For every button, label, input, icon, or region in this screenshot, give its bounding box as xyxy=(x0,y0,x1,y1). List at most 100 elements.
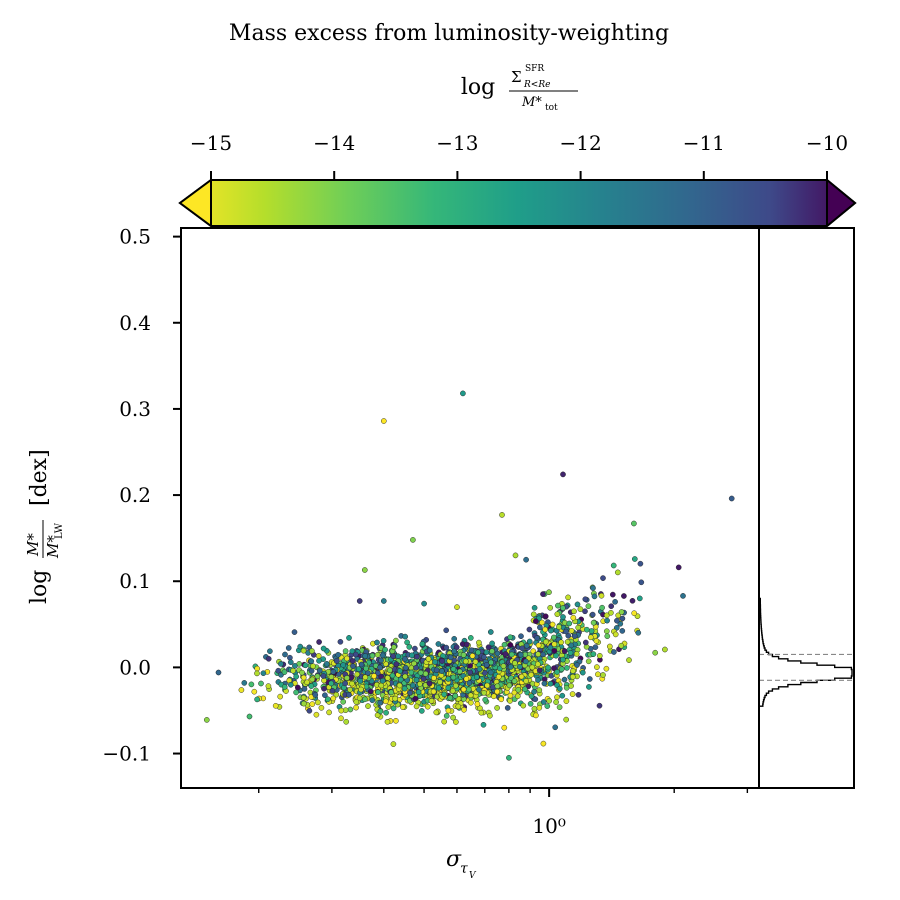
scatter-point xyxy=(467,635,474,641)
scatter-point xyxy=(594,664,600,670)
scatter-point xyxy=(582,639,589,646)
scatter-point xyxy=(407,689,413,696)
scatter-point xyxy=(402,673,408,680)
scatter-axes: −0.1 0.0 0.1 0.2 0.3 0.4 0.5 10⁰ xyxy=(102,225,760,838)
y-tick-label: −0.1 xyxy=(102,742,151,766)
scatter-point xyxy=(568,683,574,689)
scatter-point xyxy=(404,639,410,646)
scatter-point xyxy=(518,633,524,640)
scatter-point xyxy=(369,697,376,704)
scatter-point xyxy=(287,659,294,666)
scatter-point xyxy=(382,698,389,705)
colorbar-tick-label: −15 xyxy=(190,131,232,155)
scatter-point xyxy=(374,712,381,719)
scatter-point xyxy=(300,694,307,701)
scatter-point xyxy=(500,663,507,669)
scatter-point xyxy=(390,741,397,747)
scatter-point xyxy=(461,706,467,713)
scatter-point xyxy=(441,718,448,725)
scatter-point xyxy=(316,667,323,674)
scatter-point xyxy=(402,664,409,671)
scatter-point xyxy=(526,638,533,645)
scatter-point xyxy=(362,674,369,681)
scatter-point xyxy=(522,686,528,693)
scatter-point xyxy=(507,664,514,670)
scatter-point xyxy=(258,680,264,687)
scatter-point xyxy=(494,650,501,657)
y-axis-label-den: M* xyxy=(44,535,62,559)
scatter-point xyxy=(554,694,560,701)
scatter-point xyxy=(291,629,298,635)
scatter-point xyxy=(330,695,337,702)
scatter-point xyxy=(304,679,310,686)
scatter-point xyxy=(380,637,387,644)
scatter-point xyxy=(412,645,418,652)
scatter-point xyxy=(626,657,632,663)
scatter-point xyxy=(548,627,554,634)
scatter-point xyxy=(396,682,403,689)
scatter-point xyxy=(568,627,575,634)
histogram-steps xyxy=(759,597,853,707)
colorbar-tick-label: −11 xyxy=(683,131,725,155)
scatter-point xyxy=(418,708,425,714)
scatter-point xyxy=(324,696,331,703)
scatter-point xyxy=(299,669,305,676)
scatter-point xyxy=(388,689,395,696)
scatter-point xyxy=(593,638,600,644)
scatter-point xyxy=(399,704,406,710)
scatter-point xyxy=(474,701,481,707)
scatter-point xyxy=(481,654,487,660)
scatter-point xyxy=(615,612,622,619)
scatter-point xyxy=(582,596,589,603)
scatter-point xyxy=(282,651,288,658)
scatter-point xyxy=(577,606,584,613)
colorbar-tick-label: −12 xyxy=(559,131,601,155)
scatter-point xyxy=(490,693,497,700)
scatter-point xyxy=(450,674,457,681)
scatter-point xyxy=(433,709,440,716)
scatter-point xyxy=(564,665,570,671)
scatter-point xyxy=(547,644,554,651)
scatter-point xyxy=(487,629,494,635)
scatter-point xyxy=(335,651,341,658)
scatter-point xyxy=(390,653,397,660)
scatter-point xyxy=(515,686,522,693)
scatter-point xyxy=(481,689,487,696)
scatter-point xyxy=(460,652,467,658)
scatter-point xyxy=(402,656,408,662)
scatter-point xyxy=(532,696,539,703)
scatter-point xyxy=(251,688,258,695)
scatter-point xyxy=(326,709,332,716)
scatter-point xyxy=(575,624,582,631)
scatter-point xyxy=(357,678,364,684)
scatter-point xyxy=(551,641,558,648)
scatter-point xyxy=(248,681,255,688)
scatter-point xyxy=(570,668,576,674)
scatter-point xyxy=(592,644,599,651)
x-tick-label: 10⁰ xyxy=(532,814,565,838)
scatter-point xyxy=(302,662,309,669)
scatter-point xyxy=(561,676,568,683)
scatter-point xyxy=(629,597,636,604)
scatter-point xyxy=(573,651,580,657)
scatter-point xyxy=(443,627,450,634)
scatter-point xyxy=(374,639,380,646)
scatter-point xyxy=(378,657,384,664)
scatter-point xyxy=(567,649,574,656)
scatter-point xyxy=(390,705,397,712)
scatter-point xyxy=(520,702,527,709)
scatter-point xyxy=(662,646,668,653)
scatter-point xyxy=(353,699,360,705)
scatter-point xyxy=(352,651,359,658)
scatter-point xyxy=(277,693,284,700)
x-axis-label-sigma: σ xyxy=(446,847,462,872)
colorbar-tick-label: −10 xyxy=(806,131,848,155)
scatter-point xyxy=(445,676,452,682)
scatter-point xyxy=(564,639,571,645)
scatter-point xyxy=(412,695,419,702)
scatter-point xyxy=(468,647,475,654)
scatter-point xyxy=(574,601,581,608)
scatter-point xyxy=(489,648,495,655)
scatter-point xyxy=(540,591,546,597)
scatter-point xyxy=(596,702,603,709)
